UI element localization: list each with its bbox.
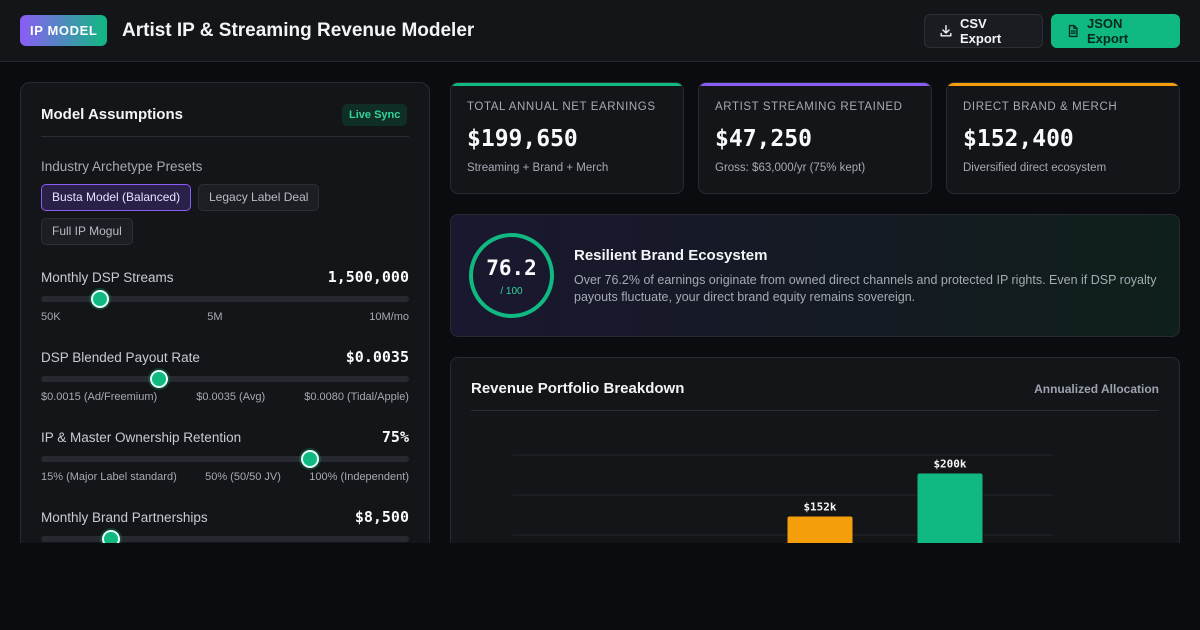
ownership-slider-thumb[interactable] bbox=[300, 450, 319, 468]
ownership-slider-ticks: 15% (Major Label standard) 50% (50/50 JV… bbox=[41, 471, 409, 483]
payout-rate-slider-thumb[interactable] bbox=[149, 370, 168, 388]
preset-legacy-label-deal[interactable]: Legacy Label Deal bbox=[198, 184, 320, 211]
chart-bar bbox=[917, 473, 983, 556]
live-sync-badge: Live Sync bbox=[342, 104, 408, 126]
resilience-banner: 76.2 / 100 Resilient Brand Ecosystem Ove… bbox=[450, 214, 1180, 337]
stat-value: $47,250 bbox=[715, 126, 812, 152]
ownership-label: IP & Master Ownership Retention bbox=[41, 430, 242, 445]
card-accent-bar bbox=[451, 83, 683, 86]
panel-title: Model Assumptions bbox=[41, 106, 183, 123]
app-header: IP MODEL Artist IP & Streaming Revenue M… bbox=[0, 0, 1200, 62]
json-export-label: JSON Export bbox=[1087, 16, 1129, 46]
stat-card-brand-merch: Direct Brand & Merch $152,400 Diversifie… bbox=[946, 82, 1180, 194]
preset-full-ip-mogul[interactable]: Full IP Mogul bbox=[41, 218, 133, 245]
resilience-score: 76.2 bbox=[486, 256, 537, 280]
chart-data-label: $152k bbox=[803, 500, 836, 513]
presets-label: Industry Archetype Presets bbox=[41, 159, 203, 174]
csv-export-button[interactable]: CSV Export bbox=[924, 14, 1043, 48]
payout-rate-value: $0.0035 bbox=[345, 348, 409, 366]
brand-partnerships-slider-track[interactable] bbox=[41, 536, 409, 542]
card-accent-bar bbox=[947, 83, 1179, 86]
card-accent-bar bbox=[699, 83, 931, 86]
tick-label: $0.0080 (Tidal/Apple) bbox=[304, 391, 409, 403]
tick-label: 50% (50/50 JV) bbox=[205, 471, 281, 483]
stat-label: Total Annual Net Earnings bbox=[467, 101, 656, 113]
stat-card-total-earnings: Total Annual Net Earnings $199,650 Strea… bbox=[450, 82, 684, 194]
chart-data-label: $200k bbox=[933, 458, 966, 471]
streams-label: Monthly DSP Streams bbox=[41, 270, 174, 285]
resilience-description: Over 76.2% of earnings originate from ow… bbox=[574, 273, 1157, 304]
json-export-button[interactable]: JSON Export bbox=[1051, 14, 1180, 48]
stat-label: Direct Brand & Merch bbox=[963, 101, 1118, 113]
stat-sub: Diversified direct ecosystem bbox=[963, 162, 1107, 174]
logo-badge: IP MODEL bbox=[20, 15, 108, 46]
tick-label: $0.0015 (Ad/Freemium) bbox=[41, 391, 158, 403]
stat-value: $152,400 bbox=[963, 126, 1074, 152]
payout-rate-label: DSP Blended Payout Rate bbox=[41, 350, 200, 365]
stat-sub: Gross: $63,000/yr (75% kept) bbox=[715, 162, 866, 174]
preset-busta-model[interactable]: Busta Model (Balanced) bbox=[41, 184, 192, 211]
assumptions-panel: Model Assumptions Live Sync Industry Arc… bbox=[20, 82, 430, 552]
page-bottom bbox=[0, 543, 1200, 630]
csv-export-label: CSV Export bbox=[960, 16, 1002, 46]
ownership-slider-track[interactable] bbox=[41, 456, 409, 462]
tick-label: $0.0035 (Avg) bbox=[196, 391, 266, 403]
chart-title: Revenue Portfolio Breakdown bbox=[471, 380, 685, 397]
streams-slider-thumb[interactable] bbox=[90, 290, 109, 308]
tick-label: 5M bbox=[207, 311, 223, 323]
payout-rate-slider-ticks: $0.0015 (Ad/Freemium) $0.0035 (Avg) $0.0… bbox=[41, 391, 409, 403]
streams-value: 1,500,000 bbox=[327, 268, 409, 286]
tick-label: 10M/mo bbox=[369, 311, 409, 323]
tick-label: 15% (Major Label standard) bbox=[41, 471, 177, 483]
stat-card-streaming-retained: Artist Streaming Retained $47,250 Gross:… bbox=[698, 82, 932, 194]
payout-rate-slider-track[interactable] bbox=[41, 376, 409, 382]
stat-value: $199,650 bbox=[467, 126, 578, 152]
tick-label: 50K bbox=[41, 311, 61, 323]
divider bbox=[471, 410, 1159, 411]
streams-slider-ticks: 50K 5M 10M/mo bbox=[41, 311, 409, 323]
divider bbox=[41, 136, 409, 137]
brand-partnerships-value: $8,500 bbox=[354, 508, 409, 526]
download-icon bbox=[940, 25, 952, 37]
resilience-score-ring: 76.2 / 100 bbox=[469, 233, 554, 318]
revenue-breakdown-panel: Revenue Portfolio Breakdown Annualized A… bbox=[450, 357, 1180, 557]
tick-label: 100% (Independent) bbox=[309, 471, 409, 483]
streams-slider-track[interactable] bbox=[41, 296, 409, 302]
file-text-icon bbox=[1068, 24, 1078, 38]
ownership-value: 75% bbox=[381, 428, 409, 446]
stat-label: Artist Streaming Retained bbox=[715, 101, 903, 113]
brand-partnerships-label: Monthly Brand Partnerships bbox=[41, 510, 208, 525]
resilience-title: Resilient Brand Ecosystem bbox=[574, 247, 768, 264]
resilience-score-max: / 100 bbox=[500, 286, 523, 297]
revenue-bar-chart: $152k $200k bbox=[513, 454, 1053, 556]
app-title: Artist IP & Streaming Revenue Modeler bbox=[122, 20, 475, 41]
chart-tag: Annualized Allocation bbox=[1034, 382, 1159, 396]
stat-sub: Streaming + Brand + Merch bbox=[467, 162, 609, 174]
